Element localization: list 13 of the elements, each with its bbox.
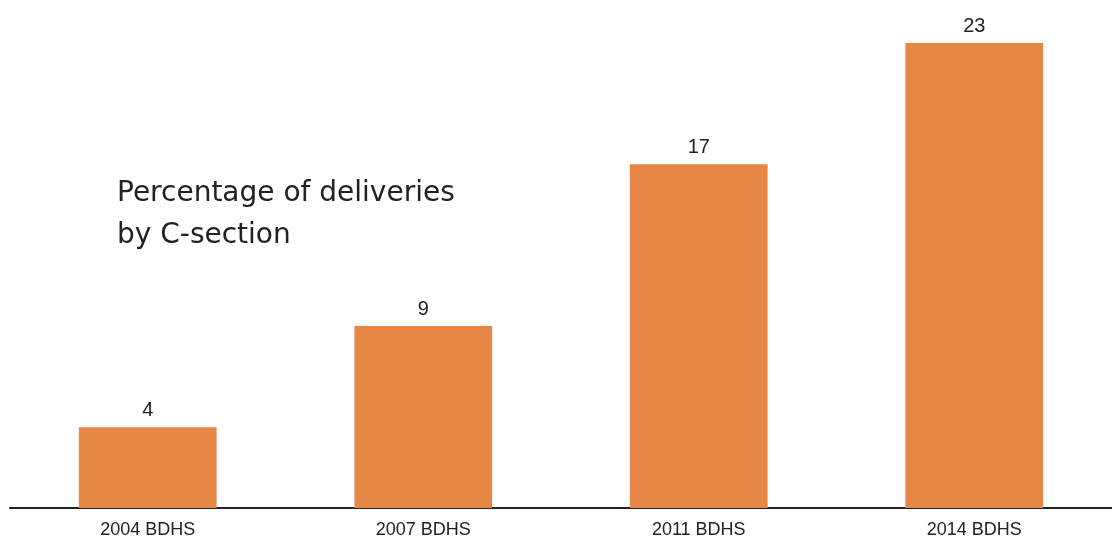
bar	[354, 326, 493, 508]
bar	[629, 164, 768, 508]
data-label: 4	[142, 398, 154, 421]
bar	[78, 427, 217, 508]
text: Percentage of deliveries by C-section	[117, 174, 464, 250]
x-tick-label: 2014 BDHS	[926, 519, 1022, 539]
x-tick-label: 2004 BDHS	[100, 519, 196, 539]
data-label: 17	[687, 135, 710, 158]
data-label: 9	[417, 297, 429, 320]
x-tick-label: 2011 BDHS	[651, 519, 746, 539]
x-tick-label: 2007 BDHS	[375, 519, 471, 539]
bar	[905, 43, 1044, 508]
data-label: 23	[963, 14, 986, 36]
